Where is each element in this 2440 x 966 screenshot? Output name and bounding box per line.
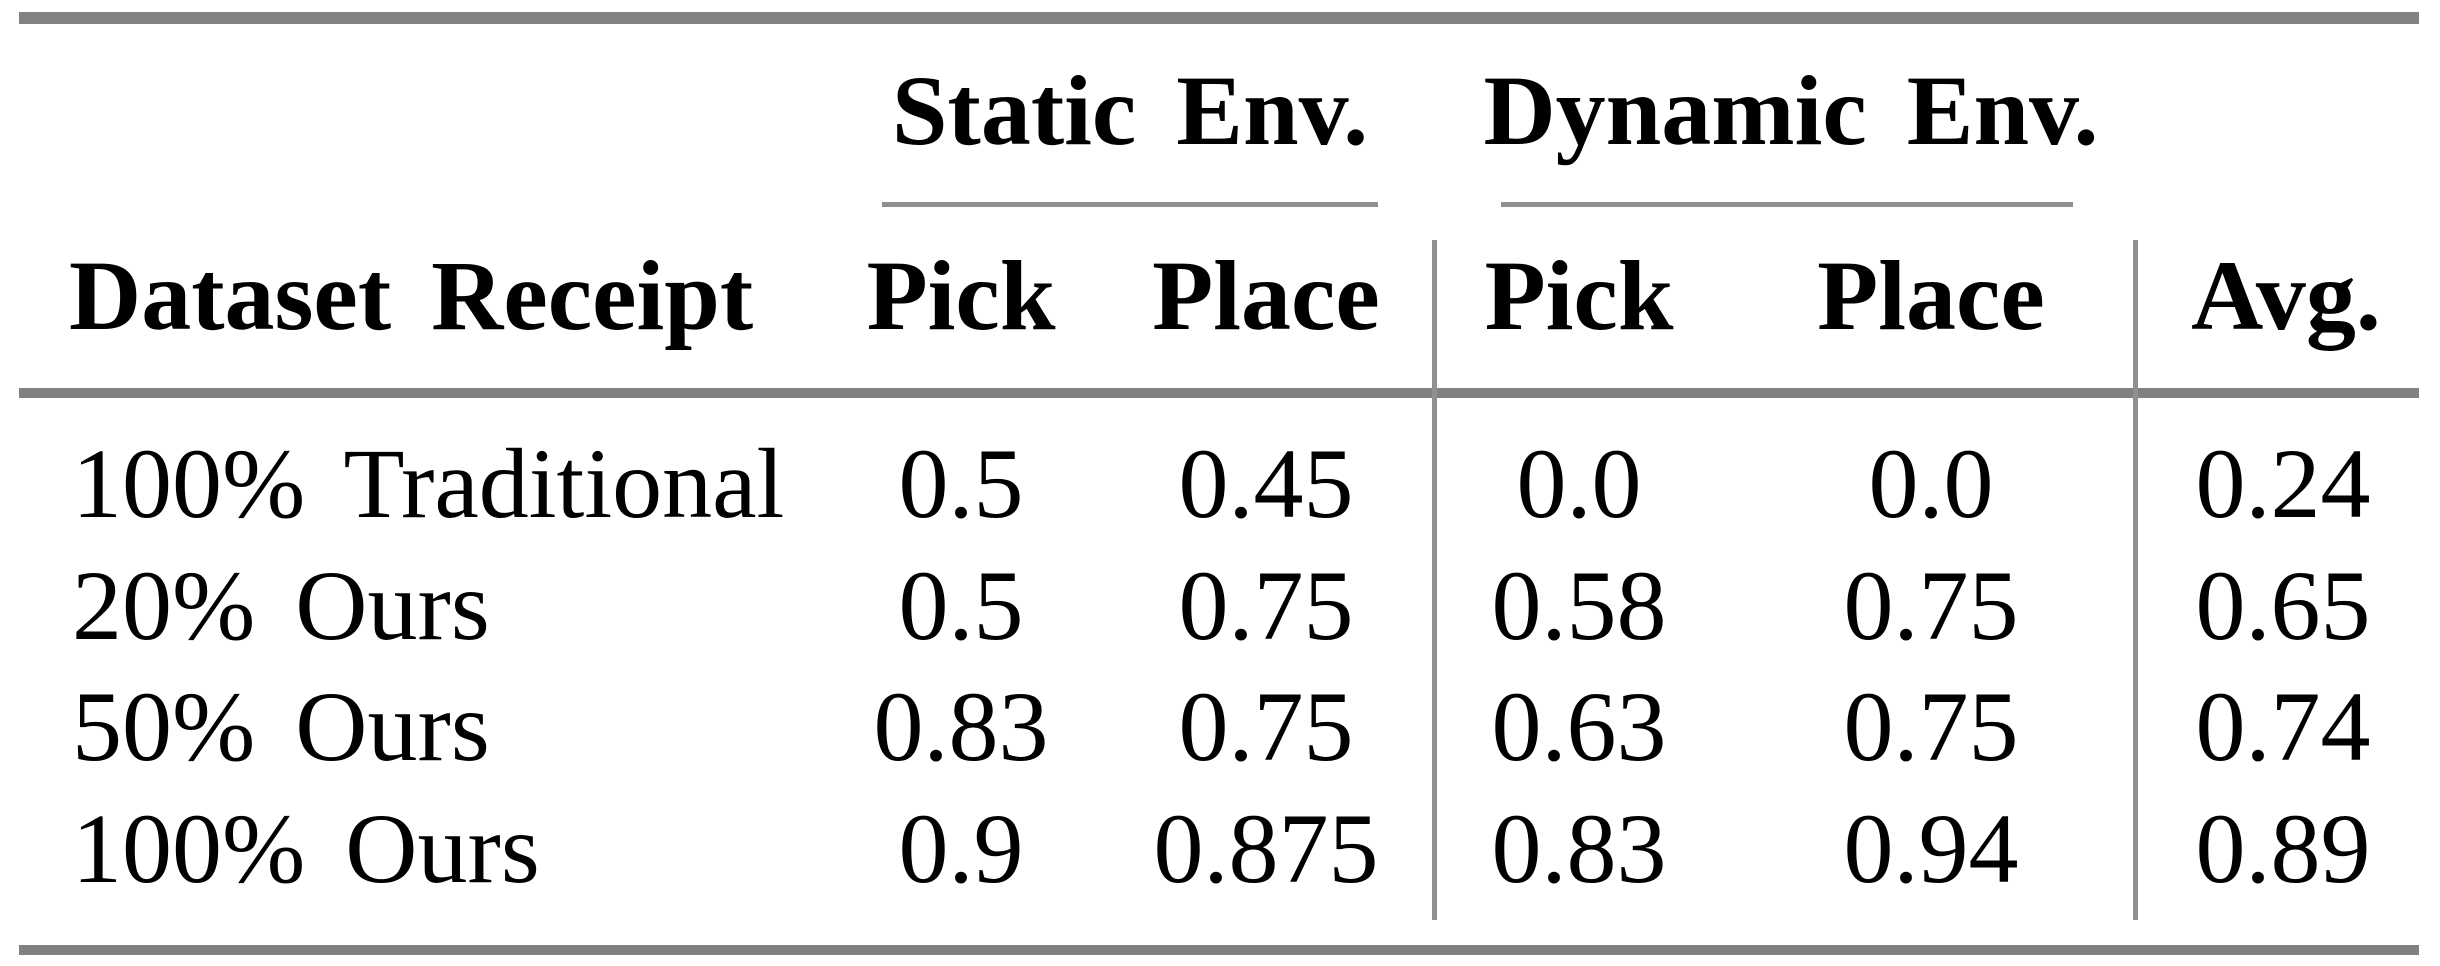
cell-r2-static-place: 0.75: [1178, 671, 1354, 782]
bottom-rule: [19, 945, 2419, 955]
cell-r0-static-place: 0.45: [1178, 428, 1354, 539]
column-header-static-pick: Pick: [866, 240, 1056, 351]
avg-divider-rule: [2133, 240, 2138, 920]
cell-r0-dynamic-pick: 0.0: [1516, 428, 1642, 539]
cell-r1-avg: 0.65: [2195, 550, 2371, 661]
cell-r2-dynamic-pick: 0.63: [1491, 671, 1667, 782]
cell-r1-static-place: 0.75: [1178, 550, 1354, 661]
cell-r3-static-place: 0.875: [1153, 793, 1379, 904]
cell-r3-dynamic-place: 0.94: [1843, 793, 2019, 904]
row-label-50pct-ours: 50% Ours: [72, 671, 490, 782]
cell-r2-avg: 0.74: [2195, 671, 2371, 782]
static-dynamic-divider-rule: [1432, 240, 1437, 920]
row-label-100pct-ours: 100% Ours: [72, 793, 540, 904]
cell-r0-dynamic-place: 0.0: [1868, 428, 1994, 539]
column-header-avg: Avg.: [2191, 240, 2381, 351]
cell-r2-static-pick: 0.83: [873, 671, 1049, 782]
header-midrule: [19, 388, 2419, 398]
column-header-dataset-receipt: Dataset Receipt: [69, 240, 754, 351]
top-rule: [19, 12, 2419, 24]
cell-r3-dynamic-pick: 0.83: [1491, 793, 1667, 904]
row-label-20pct-ours: 20% Ours: [72, 550, 490, 661]
static-env-cmidrule: [882, 202, 1378, 207]
cell-r2-dynamic-place: 0.75: [1843, 671, 2019, 782]
column-header-dynamic-place: Place: [1817, 240, 2045, 351]
dynamic-env-cmidrule: [1501, 202, 2073, 207]
cell-r1-dynamic-place: 0.75: [1843, 550, 2019, 661]
row-label-100pct-traditional: 100% Traditional: [72, 428, 785, 539]
column-header-dynamic-pick: Pick: [1484, 240, 1674, 351]
cell-r1-static-pick: 0.5: [898, 550, 1024, 661]
group-header-dynamic-env: Dynamic Env.: [1483, 55, 2099, 166]
cell-r1-dynamic-pick: 0.58: [1491, 550, 1667, 661]
cell-r3-avg: 0.89: [2195, 793, 2371, 904]
cell-r3-static-pick: 0.9: [898, 793, 1024, 904]
cell-r0-static-pick: 0.5: [898, 428, 1024, 539]
group-header-static-env: Static Env.: [891, 55, 1369, 166]
column-header-static-place: Place: [1152, 240, 1380, 351]
cell-r0-avg: 0.24: [2195, 428, 2371, 539]
